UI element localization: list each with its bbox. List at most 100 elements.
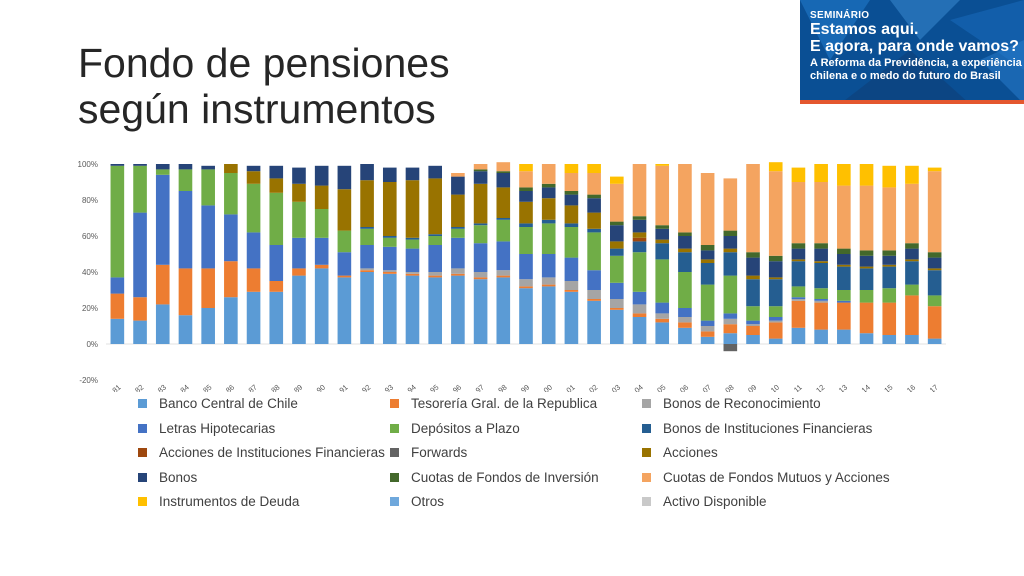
bar-segment (791, 259, 806, 262)
bar-segment (632, 237, 647, 242)
bar-segment (564, 191, 579, 195)
bar-segment (587, 232, 601, 271)
bar-segment (905, 248, 919, 260)
bar-segment (360, 270, 374, 272)
bar-segment (632, 252, 647, 292)
bar-segment (451, 227, 465, 229)
bar-segment (541, 254, 556, 278)
bar-segment (178, 164, 193, 170)
bar-segment (224, 173, 238, 215)
bar-segment (837, 185, 851, 249)
bar-segment (473, 164, 488, 170)
bar-segment (451, 275, 465, 344)
bar-segment (133, 320, 147, 344)
bar-segment (314, 185, 329, 209)
bar-segment (451, 176, 465, 195)
bar-segment (678, 327, 692, 344)
bar-segment (905, 261, 919, 285)
bar-segment (723, 318, 738, 325)
bar-segment (814, 299, 828, 301)
bar-segment (905, 259, 919, 262)
bar-segment (155, 304, 170, 344)
legend-item: Acciones (642, 445, 718, 460)
bar-segment (814, 263, 828, 289)
bar-segment (360, 164, 374, 181)
bar-segment (655, 313, 670, 319)
bar-segment (496, 219, 511, 242)
bar-segment (269, 192, 284, 245)
bar-segment (519, 191, 533, 202)
banner-label: SEMINÁRIO (810, 10, 870, 21)
bar-segment (587, 228, 601, 233)
bar-segment (496, 162, 511, 172)
banner-pattern (800, 0, 1024, 104)
bar-segment (314, 165, 329, 186)
bar-segment (587, 194, 601, 199)
bar-segment (473, 243, 488, 272)
bar-segment (927, 338, 942, 344)
bar-segment (428, 178, 442, 235)
bar-segment (678, 322, 692, 328)
bar-segment (564, 227, 579, 258)
bar-segment (519, 187, 533, 191)
legend-item: Bonos (138, 470, 197, 485)
x-tick-label: ene.89 (281, 383, 304, 392)
bar-segment (700, 250, 715, 260)
x-tick-label: ene.91 (326, 383, 349, 392)
x-tick-label: ene.06 (667, 383, 690, 392)
bar-segment (564, 164, 579, 173)
bar-segment (791, 261, 806, 287)
legend-label: Banco Central de Chile (159, 396, 298, 411)
legend-swatch (138, 497, 147, 506)
bar-segment (382, 236, 397, 238)
x-tick-label: ene.96 (440, 383, 463, 392)
bar-segment (632, 216, 647, 220)
bar-segment (246, 232, 261, 269)
y-tick-label: 0% (86, 340, 98, 349)
bar-segment (246, 291, 261, 344)
bar-segment (405, 237, 420, 240)
bar-segment (541, 164, 556, 184)
legend-label: Otros (411, 494, 445, 509)
bar-segment (496, 171, 511, 173)
bar-segment (655, 165, 670, 226)
bar-segment (859, 268, 874, 290)
x-tick-label: ene.02 (576, 383, 599, 392)
bar-segment (496, 275, 511, 278)
bar-segment (814, 243, 828, 249)
bar-segment (632, 317, 647, 344)
legend-swatch (642, 497, 651, 506)
x-tick-label: ene.90 (304, 383, 327, 392)
bar-segment (859, 333, 874, 344)
bar-segment (837, 266, 851, 290)
bar-segment (859, 250, 874, 256)
bar-segment (541, 183, 556, 188)
bar-segment (224, 164, 238, 173)
x-tick-label: ene.99 (508, 383, 531, 392)
legend-label: Bonos (159, 469, 198, 485)
legend-swatch (138, 472, 147, 482)
bar-segment (428, 234, 442, 236)
bar-segment (859, 255, 874, 267)
bar-segment (814, 288, 828, 299)
bar-segment (564, 257, 579, 281)
bar-segment (768, 171, 783, 256)
bar-segment (678, 317, 692, 323)
bar-segment (201, 165, 215, 170)
bar-segment (700, 336, 715, 344)
bar-segment (519, 164, 533, 172)
bar-segment (632, 241, 647, 253)
bar-segment (700, 259, 715, 263)
bar-segment (837, 290, 851, 301)
legend-swatch (390, 423, 399, 433)
bar-segment (587, 173, 601, 195)
bar-segment (905, 335, 919, 344)
bar-segment (133, 164, 147, 166)
bar-segment (814, 164, 828, 182)
bar-segment (882, 187, 897, 251)
bar-segment (632, 304, 647, 314)
bar-segment (587, 212, 601, 229)
bar-segment (610, 221, 624, 226)
bar-segment (768, 338, 783, 344)
legend-label: Activo Disponible (663, 494, 767, 509)
